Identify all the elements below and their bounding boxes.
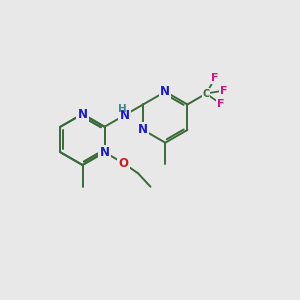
Text: N: N [160,85,170,98]
Text: F: F [211,73,219,83]
Text: O: O [118,157,128,169]
Text: F: F [217,99,224,109]
Text: N: N [100,146,110,159]
Text: H: H [118,104,127,114]
Text: C: C [202,88,210,99]
Text: F: F [220,85,227,95]
Text: N: N [138,123,148,136]
Text: N: N [119,109,130,122]
Text: N: N [77,107,88,121]
